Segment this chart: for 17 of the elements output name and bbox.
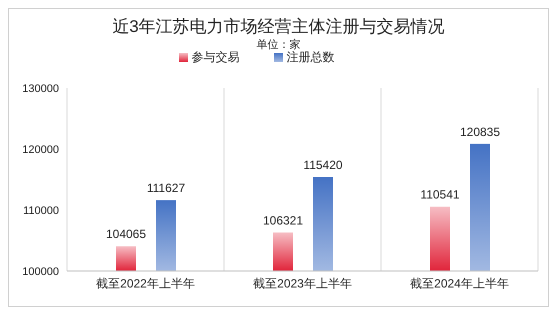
data-label: 106321 (262, 213, 304, 228)
x-tick-label: 截至2023年上半年 (253, 276, 352, 291)
y-tick-label: 100000 (22, 266, 59, 278)
chart-subtitle: 单位：家 (256, 39, 300, 51)
x-tick-label: 截至2022年上半年 (96, 276, 195, 291)
y-tick-label: 120000 (22, 144, 59, 156)
data-label: 111627 (146, 181, 186, 196)
chart-title: 近3年江苏电力市场经营主体注册与交易情况 (111, 16, 446, 38)
data-label: 120835 (460, 124, 500, 139)
data-label: 110541 (420, 188, 460, 202)
data-label: 104065 (106, 227, 146, 242)
x-tick-label: 截至2024年上半年 (410, 276, 509, 291)
y-tick-label: 130000 (22, 82, 59, 95)
y-tick-label: 110000 (23, 204, 59, 217)
data-label: 115420 (303, 158, 343, 172)
legend-label: 参与交易 (192, 50, 240, 64)
legend-label: 注册总数 (286, 50, 334, 64)
